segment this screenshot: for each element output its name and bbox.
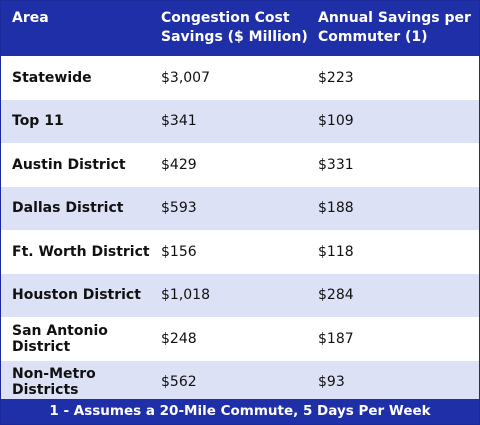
- table-cell: Dallas District: [12, 200, 124, 217]
- table-cell: $593: [161, 200, 197, 217]
- table-cell: Austin District: [12, 156, 126, 173]
- table-cell: $248: [161, 330, 197, 347]
- table-cell: $223: [318, 69, 354, 86]
- table-row: San Antonio District $248 $187: [1, 317, 479, 361]
- table-cell: Top 11: [12, 113, 64, 130]
- table-cell: $156: [161, 243, 197, 260]
- table-row: Austin District $429 $331: [1, 143, 479, 187]
- footnote: 1 - Assumes a 20-Mile Commute, 5 Days Pe…: [1, 399, 479, 424]
- table-row: Statewide $3,007 $223: [1, 56, 479, 100]
- table-cell: $93: [318, 374, 345, 391]
- table-row: Dallas District $593 $188: [1, 186, 479, 230]
- table-cell: San Antonio District: [12, 322, 108, 355]
- table-row: Ft. Worth District $156 $118: [1, 230, 479, 274]
- table-cell: Houston District: [12, 287, 141, 304]
- table-cell: Statewide: [12, 69, 92, 86]
- table-cell: $118: [318, 243, 354, 260]
- table-cell: $331: [318, 156, 354, 173]
- table-cell: Ft. Worth District: [12, 243, 150, 260]
- table-cell: $284: [318, 287, 354, 304]
- table-row: Houston District $1,018 $284: [1, 273, 479, 317]
- header-cell: Congestion Cost Savings ($ Million): [161, 10, 308, 45]
- table-body: Statewide $3,007 $223 Top 11 $341 $109 Austin …: [1, 56, 479, 404]
- table-cell: $562: [161, 374, 197, 391]
- table-cell: $3,007: [161, 69, 210, 86]
- table-cell: $341: [161, 113, 197, 130]
- table-row: Top 11 $341 $109: [1, 99, 479, 143]
- table-row: Non-Metro Districts $562 $93: [1, 360, 479, 404]
- header-cell: Area: [12, 10, 49, 26]
- table-cell: $109: [318, 113, 354, 130]
- table-cell: $1,018: [161, 287, 210, 304]
- table-cell: $429: [161, 156, 197, 173]
- table-cell: $188: [318, 200, 354, 217]
- table-cell: $187: [318, 330, 354, 347]
- table-cell: Non-Metro Districts: [12, 366, 96, 399]
- header-cell: Annual Savings per Commuter (1): [318, 10, 471, 45]
- header-row: Area Congestion Cost Savings ($ Million) A…: [1, 1, 479, 56]
